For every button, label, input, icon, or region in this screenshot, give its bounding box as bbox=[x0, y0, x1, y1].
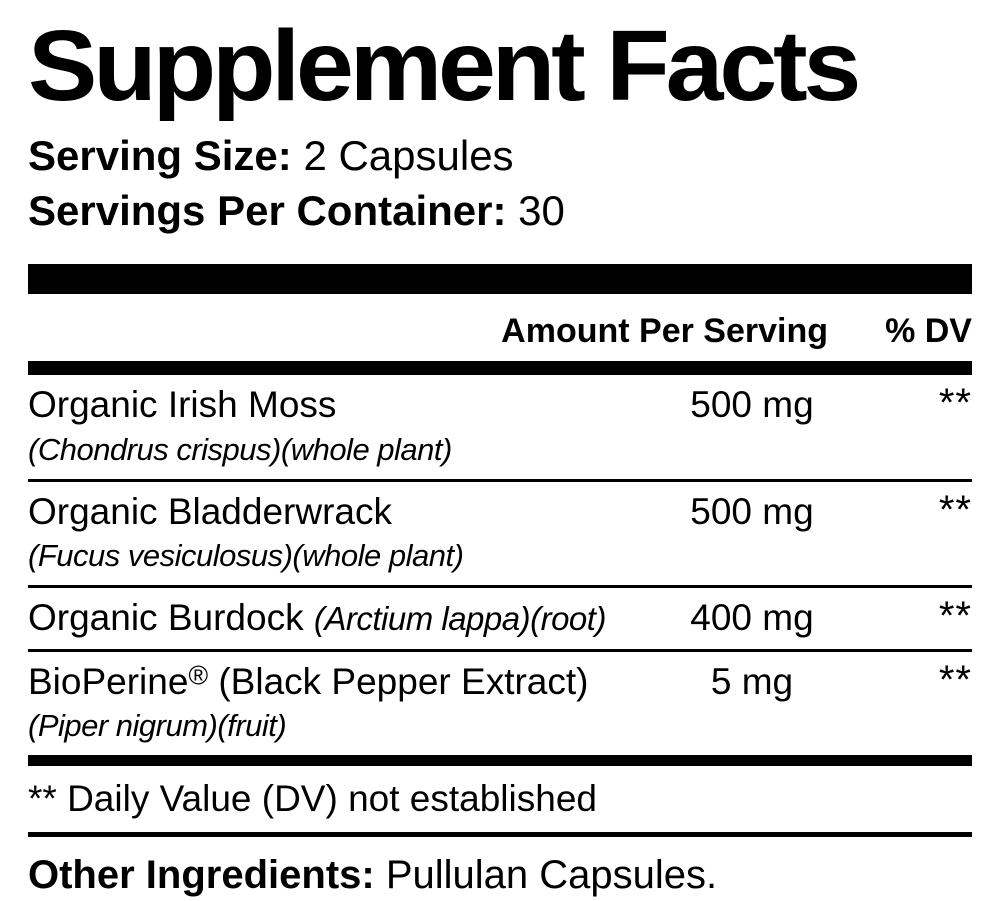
table-header-row: Amount Per Serving % DV bbox=[28, 294, 972, 361]
other-ingredients-line: Other Ingredients: Pullulan Capsules. bbox=[0, 837, 1000, 898]
ingredient-name-cell: Organic Burdock (Arctium lappa)(root) bbox=[28, 596, 627, 640]
ingredient-latin-name: (Arctium lappa)(root) bbox=[313, 600, 607, 637]
ingredient-name: BioPerine bbox=[28, 660, 189, 702]
ingredient-name-cell: Organic Irish Moss (Chondrus crispus)(wh… bbox=[28, 383, 627, 469]
ingredient-latin-name: (Fucus vesiculosus)(whole plant) bbox=[28, 538, 464, 574]
serving-size-line: Serving Size: 2 Capsules bbox=[28, 129, 972, 184]
bottom-border-line bbox=[28, 832, 972, 838]
ingredient-name: Organic Burdock bbox=[28, 597, 304, 638]
table-row-irish-moss: Organic Irish Moss (Chondrus crispus)(wh… bbox=[28, 375, 972, 478]
serving-size-label: Serving Size: bbox=[28, 132, 292, 179]
ingredient-name-cell: BioPerine® (Black Pepper Extract) (Piper… bbox=[28, 660, 627, 746]
ingredient-amount: 400 mg bbox=[690, 597, 814, 638]
table-row-bioperine: BioPerine® (Black Pepper Extract) (Piper… bbox=[28, 652, 972, 755]
ingredient-dv: ** bbox=[938, 487, 972, 532]
ingredient-dv: ** bbox=[938, 657, 972, 702]
other-ingredients-value: Pullulan Capsules. bbox=[385, 853, 718, 898]
ingredient-amount: 500 mg bbox=[690, 384, 814, 426]
servings-per-container-line: Servings Per Container: 30 bbox=[28, 184, 972, 239]
ingredient-name: Organic Irish Moss bbox=[28, 384, 337, 426]
ingredient-dv: ** bbox=[938, 381, 972, 426]
ingredient-name-suffix: (Black Pepper Extract) bbox=[218, 660, 589, 702]
label-title: Supplement Facts bbox=[28, 10, 861, 122]
ingredient-dv: ** bbox=[938, 594, 972, 638]
ingredient-latin-name: (Chondrus crispus)(whole plant) bbox=[28, 431, 452, 467]
ingredient-amount: 500 mg bbox=[690, 490, 814, 532]
footnote-divider-bar bbox=[28, 755, 972, 767]
servings-per-container-label: Servings Per Container: bbox=[28, 186, 507, 234]
serving-size-value: 2 Capsules bbox=[303, 132, 514, 179]
row-divider bbox=[28, 478, 972, 482]
servings-per-container-value: 30 bbox=[518, 186, 565, 234]
other-ingredients-label: Other Ingredients: bbox=[28, 853, 375, 898]
daily-value-footnote: ** Daily Value (DV) not established bbox=[28, 778, 597, 820]
header-divider-bar bbox=[28, 361, 972, 376]
ingredient-name-cell: Organic Bladderwrack (Fucus vesiculosus)… bbox=[28, 490, 627, 576]
registered-trademark-symbol: ® bbox=[188, 660, 209, 691]
ingredient-name: Organic Bladderwrack bbox=[28, 490, 392, 532]
top-divider-bar bbox=[28, 264, 972, 295]
supplement-facts-label: Supplement Facts Serving Size: 2 Capsule… bbox=[28, 10, 972, 838]
header-amount-per-serving: Amount Per Serving bbox=[501, 312, 828, 351]
ingredient-latin-name: (Piper nigrum)(fruit) bbox=[28, 708, 287, 744]
header-percent-dv: % DV bbox=[885, 312, 972, 351]
table-row-burdock: Organic Burdock (Arctium lappa)(root) 40… bbox=[28, 588, 972, 649]
table-row-bladderwrack: Organic Bladderwrack (Fucus vesiculosus)… bbox=[28, 482, 972, 585]
row-divider bbox=[28, 648, 972, 652]
row-divider bbox=[28, 585, 972, 588]
ingredient-amount: 5 mg bbox=[710, 660, 794, 702]
